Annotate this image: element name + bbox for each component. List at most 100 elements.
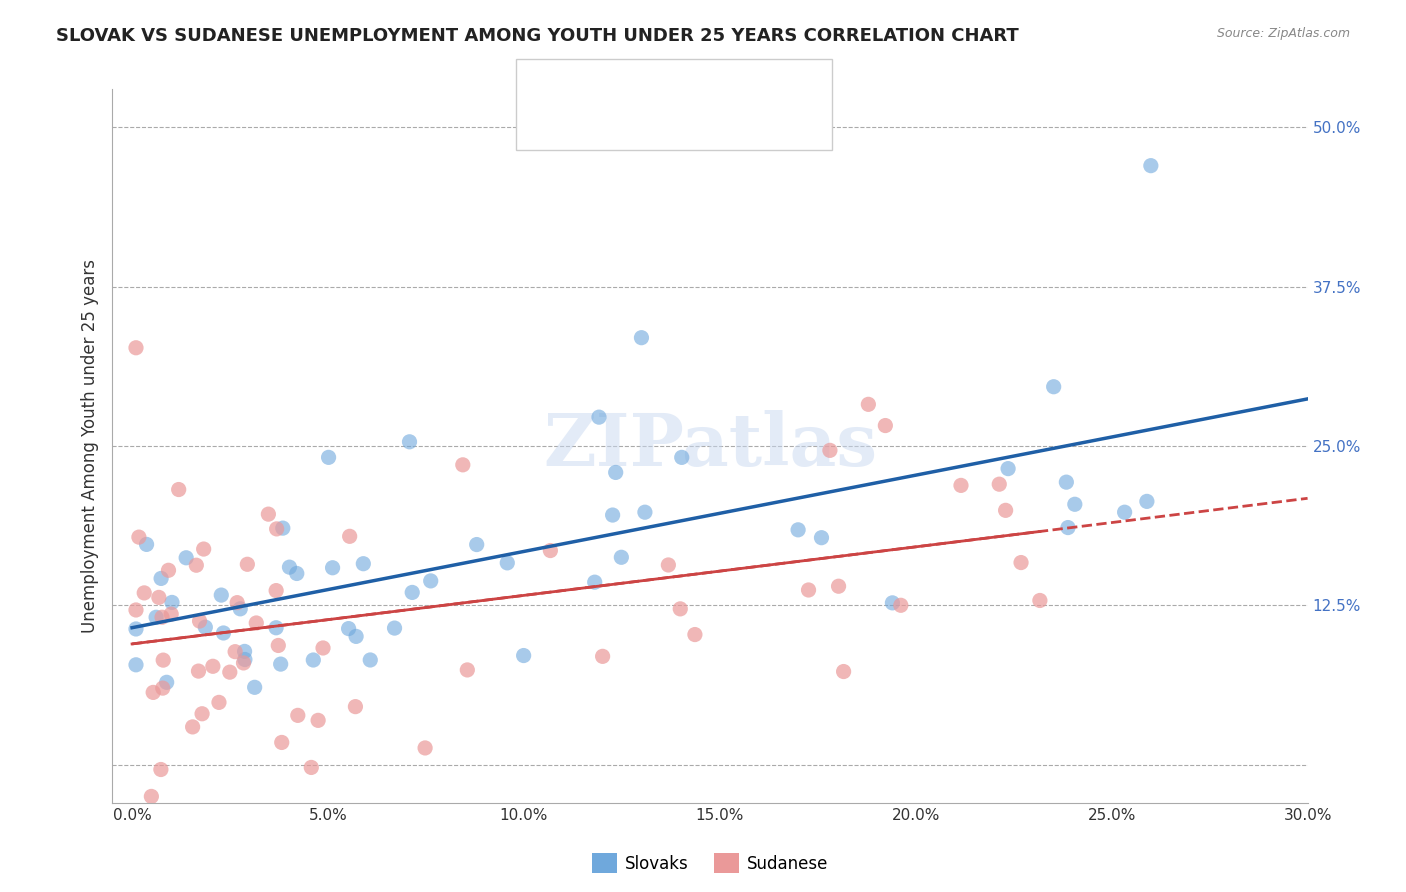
Slovaks bbox=[588, 410, 610, 425]
Slovaks bbox=[1114, 505, 1136, 519]
Slovaks bbox=[1057, 520, 1080, 534]
Slovaks bbox=[270, 657, 292, 672]
Slovaks bbox=[264, 621, 287, 635]
Slovaks bbox=[160, 595, 183, 609]
Sudanese bbox=[218, 665, 240, 680]
Sudanese bbox=[270, 735, 292, 749]
Sudanese bbox=[191, 706, 214, 721]
Sudanese bbox=[167, 483, 190, 497]
Slovaks bbox=[174, 550, 197, 565]
Slovaks bbox=[125, 657, 148, 672]
Text: R = 0.448   N = 53: R = 0.448 N = 53 bbox=[605, 76, 775, 94]
Sudanese bbox=[208, 695, 231, 709]
Slovaks bbox=[384, 621, 406, 635]
Sudanese bbox=[413, 741, 436, 756]
Slovaks bbox=[233, 652, 256, 666]
Slovaks bbox=[233, 644, 256, 658]
Sudanese bbox=[201, 659, 224, 673]
Slovaks bbox=[243, 681, 266, 695]
Sudanese bbox=[134, 586, 156, 600]
Sudanese bbox=[232, 656, 254, 670]
Slovaks bbox=[605, 466, 627, 480]
Slovaks bbox=[1063, 497, 1085, 511]
Sudanese bbox=[451, 458, 474, 472]
Slovaks bbox=[209, 588, 232, 602]
Slovaks bbox=[194, 620, 217, 634]
Slovaks bbox=[671, 450, 693, 465]
Sudanese bbox=[264, 583, 287, 598]
Slovaks bbox=[610, 550, 633, 565]
Sudanese bbox=[150, 610, 173, 624]
Sudanese bbox=[988, 477, 1011, 491]
Slovaks bbox=[278, 560, 301, 574]
Sudanese bbox=[312, 640, 335, 655]
Sudanese bbox=[257, 507, 280, 521]
Slovaks bbox=[496, 556, 519, 570]
Sudanese bbox=[186, 558, 208, 573]
Sudanese bbox=[125, 603, 148, 617]
Slovaks bbox=[465, 537, 488, 551]
Sudanese bbox=[266, 522, 288, 536]
Slovaks bbox=[150, 571, 173, 585]
Sudanese bbox=[245, 615, 267, 630]
Sudanese bbox=[538, 543, 561, 558]
Slovaks bbox=[1140, 159, 1163, 173]
Slovaks bbox=[135, 537, 157, 551]
Sudanese bbox=[148, 591, 170, 605]
Slovaks bbox=[401, 585, 423, 599]
Bar bbox=[527, 68, 562, 98]
Sudanese bbox=[226, 596, 249, 610]
Sudanese bbox=[1029, 593, 1052, 607]
Sudanese bbox=[181, 720, 204, 734]
Sudanese bbox=[994, 503, 1017, 517]
Slovaks bbox=[787, 523, 810, 537]
Slovaks bbox=[285, 566, 308, 581]
Text: SLOVAK VS SUDANESE UNEMPLOYMENT AMONG YOUTH UNDER 25 YEARS CORRELATION CHART: SLOVAK VS SUDANESE UNEMPLOYMENT AMONG YO… bbox=[56, 27, 1019, 45]
Sudanese bbox=[287, 708, 309, 723]
Slovaks bbox=[1054, 475, 1077, 490]
Slovaks bbox=[125, 622, 148, 636]
Sudanese bbox=[187, 664, 209, 678]
Sudanese bbox=[657, 558, 679, 572]
Sudanese bbox=[149, 763, 172, 777]
Sudanese bbox=[128, 530, 150, 544]
Text: Source: ZipAtlas.com: Source: ZipAtlas.com bbox=[1216, 27, 1350, 40]
Slovaks bbox=[212, 626, 235, 640]
Slovaks bbox=[634, 505, 657, 519]
Slovaks bbox=[512, 648, 534, 663]
Sudanese bbox=[456, 663, 478, 677]
Sudanese bbox=[832, 665, 855, 679]
Slovaks bbox=[1042, 380, 1064, 394]
Slovaks bbox=[271, 521, 294, 535]
Sudanese bbox=[797, 582, 820, 597]
Slovaks bbox=[318, 450, 340, 465]
Sudanese bbox=[142, 685, 165, 699]
Slovaks bbox=[302, 653, 325, 667]
Sudanese bbox=[152, 653, 174, 667]
Sudanese bbox=[827, 579, 849, 593]
Sudanese bbox=[157, 563, 180, 577]
Slovaks bbox=[145, 610, 167, 624]
Slovaks bbox=[1136, 494, 1159, 508]
Slovaks bbox=[359, 653, 381, 667]
Sudanese bbox=[188, 614, 211, 628]
Sudanese bbox=[299, 760, 322, 774]
Slovaks bbox=[398, 434, 420, 449]
Sudanese bbox=[669, 602, 692, 616]
Sudanese bbox=[141, 789, 163, 804]
Sudanese bbox=[160, 607, 183, 621]
Sudanese bbox=[858, 397, 880, 411]
Sudanese bbox=[193, 542, 215, 557]
Slovaks bbox=[997, 461, 1019, 475]
Slovaks bbox=[337, 622, 360, 636]
Slovaks bbox=[419, 574, 441, 588]
Legend: Slovaks, Sudanese: Slovaks, Sudanese bbox=[585, 847, 835, 880]
Sudanese bbox=[344, 699, 367, 714]
Sudanese bbox=[152, 681, 174, 695]
Sudanese bbox=[125, 341, 148, 355]
Slovaks bbox=[583, 575, 606, 590]
Slovaks bbox=[229, 602, 252, 616]
Slovaks bbox=[810, 531, 832, 545]
Slovaks bbox=[352, 557, 374, 571]
Text: R =  0.176   N = 59: R = 0.176 N = 59 bbox=[605, 116, 780, 134]
